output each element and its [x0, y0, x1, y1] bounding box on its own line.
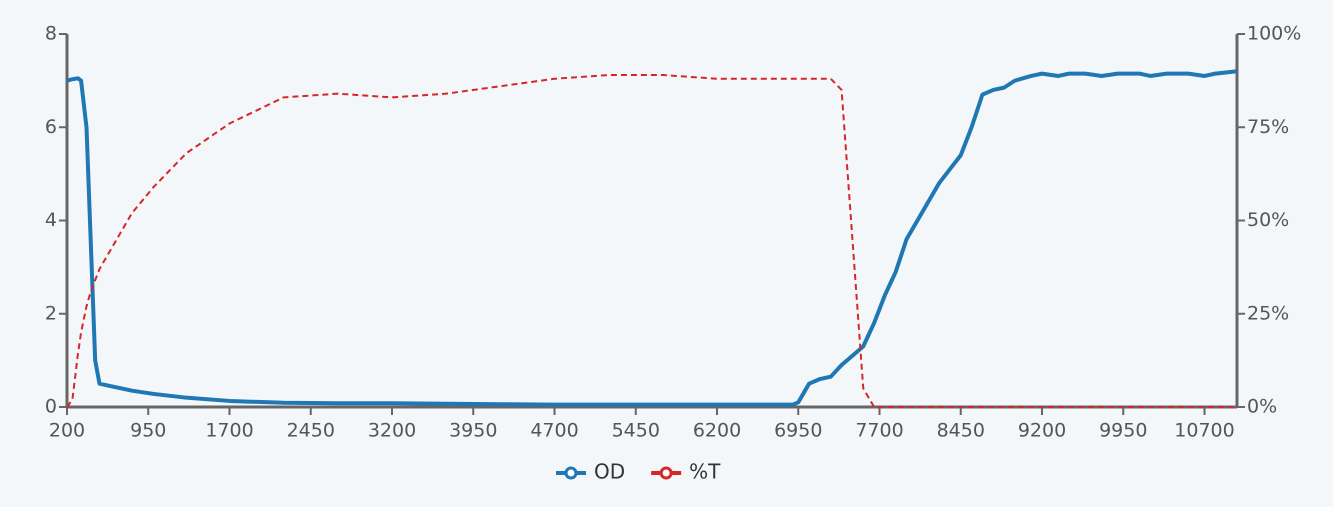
x-tick-label: 3200	[368, 420, 416, 442]
y2-tick-label: 25%	[1247, 302, 1289, 324]
x-tick-label: 8450	[937, 420, 985, 442]
y-tick-label: 6	[45, 116, 57, 138]
legend-label: OD	[594, 460, 625, 484]
legend-marker	[659, 466, 673, 480]
data-line	[66, 69, 1238, 407]
y2-tick-label: 75%	[1247, 116, 1289, 138]
x-tick-label: 200	[49, 420, 85, 442]
x-tick-label: 10700	[1174, 420, 1234, 442]
y-tick-label: 4	[45, 209, 57, 231]
y2-tick-label: 100%	[1247, 23, 1301, 45]
x-tick-label: 1700	[205, 420, 253, 442]
legend: OD %T	[556, 460, 721, 484]
x-tick-label: 5450	[612, 420, 660, 442]
data-line	[66, 74, 1237, 408]
x-tick-label: 2450	[287, 420, 335, 442]
x-tick-label: 7700	[855, 420, 903, 442]
legend-label: %T	[689, 460, 721, 484]
x-tick-label: 9950	[1099, 420, 1147, 442]
x-tick-label: 6950	[774, 420, 822, 442]
x-tick-label: 3950	[449, 420, 497, 442]
x-tick-label: 950	[130, 420, 166, 442]
y-tick-label: 8	[45, 23, 57, 45]
y-tick-label: 2	[45, 302, 57, 324]
x-tick-label: 6200	[693, 420, 741, 442]
y-tick-label: 0	[45, 396, 57, 418]
x-tick-label: 4700	[530, 420, 578, 442]
x-tick-label: 9200	[1018, 420, 1066, 442]
y2-tick-label: 50%	[1247, 209, 1289, 231]
y2-tick-label: 0%	[1247, 396, 1277, 418]
legend-marker	[564, 466, 578, 480]
